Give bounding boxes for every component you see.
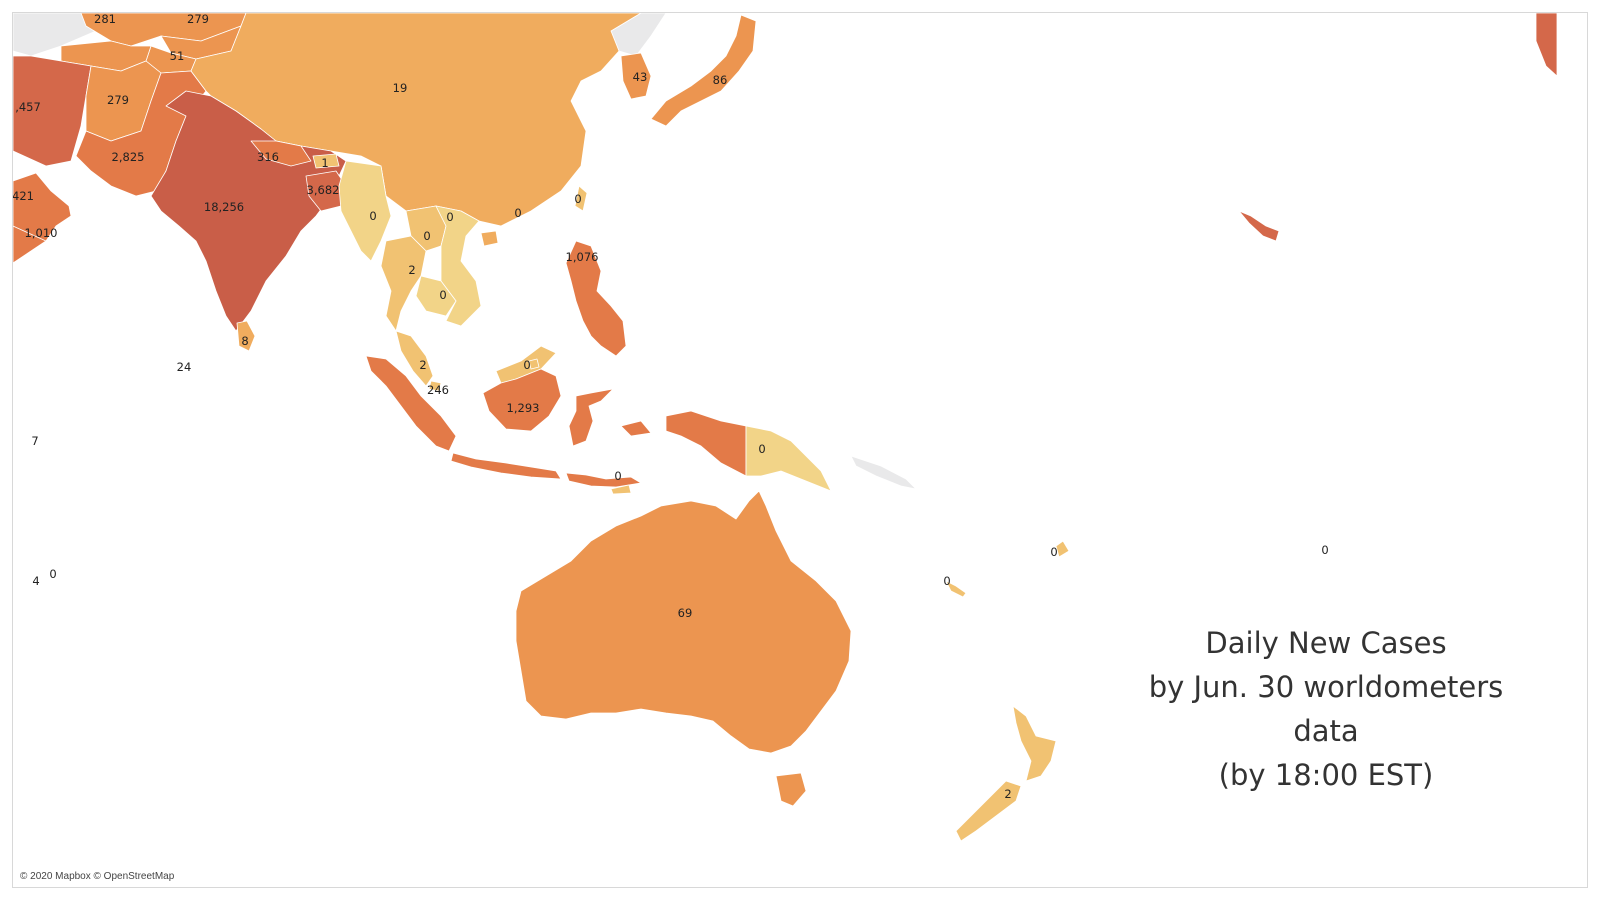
label-china: 19 bbox=[393, 81, 408, 95]
title-line-1: Daily New Cases bbox=[1205, 626, 1447, 660]
label-laos: 0 bbox=[446, 210, 453, 224]
region-yemen[interactable] bbox=[13, 225, 47, 264]
region-tasmania[interactable] bbox=[775, 772, 807, 807]
label-cambodia: 0 bbox=[439, 288, 446, 302]
label-kazakhstan: 281 bbox=[94, 13, 116, 26]
region-malaysia-peninsula[interactable] bbox=[395, 330, 434, 387]
region-papua-new-guinea[interactable] bbox=[745, 425, 832, 492]
label-australia: 69 bbox=[678, 606, 693, 620]
title-line-4: (by 18:00 EST) bbox=[1218, 758, 1434, 792]
choropleth-map[interactable]: 281 279 51 ,457 279 19 43 86 2,825 316 1… bbox=[13, 13, 1588, 888]
region-kalimantan[interactable] bbox=[482, 368, 562, 432]
map-frame[interactable]: 281 279 51 ,457 279 19 43 86 2,825 316 1… bbox=[12, 12, 1588, 888]
region-vanuatu[interactable] bbox=[1055, 540, 1070, 558]
region-hainan[interactable] bbox=[480, 230, 499, 247]
label-indonesia: 1,293 bbox=[507, 401, 540, 415]
label-vanuatu: 0 bbox=[943, 574, 950, 588]
label-yemen: 1,010 bbox=[25, 226, 58, 240]
region-new-caledonia[interactable] bbox=[945, 580, 967, 598]
region-new-zealand-south[interactable] bbox=[955, 780, 1022, 842]
map-title: Daily New Cases by Jun. 30 worldometers … bbox=[1121, 621, 1531, 797]
region-timor-leste[interactable] bbox=[610, 484, 632, 495]
region-philippines[interactable] bbox=[565, 240, 627, 357]
region-nepal[interactable] bbox=[250, 140, 312, 167]
label-south-korea: 43 bbox=[633, 70, 648, 84]
region-japan[interactable] bbox=[650, 14, 757, 127]
region-west-papua[interactable] bbox=[665, 410, 747, 477]
label-kyrgyzstan: 279 bbox=[187, 13, 209, 26]
region-north-america-edge[interactable] bbox=[1535, 13, 1558, 77]
region-singapore[interactable] bbox=[428, 380, 442, 392]
label-taiwan: 0 bbox=[574, 192, 581, 206]
label-hong-kong: 0 bbox=[514, 206, 521, 220]
label-pakistan: 2,825 bbox=[112, 150, 145, 164]
region-new-zealand-north[interactable] bbox=[1012, 705, 1057, 782]
label-bhutan: 1 bbox=[321, 156, 328, 170]
label-papua-new-guinea: 0 bbox=[758, 442, 765, 456]
label-japan: 86 bbox=[713, 73, 728, 87]
title-line-3: data bbox=[1293, 714, 1359, 748]
title-line-2: by Jun. 30 worldometers bbox=[1148, 670, 1504, 704]
label-bangladesh: 3,682 bbox=[307, 183, 340, 197]
region-maluku[interactable] bbox=[620, 420, 652, 437]
region-vietnam[interactable] bbox=[435, 205, 482, 327]
label-reunion: 0 bbox=[49, 567, 56, 581]
label-maldives: 24 bbox=[177, 360, 192, 374]
region-java[interactable] bbox=[450, 452, 562, 480]
label-sri-lanka: 8 bbox=[241, 334, 248, 348]
label-iran: ,457 bbox=[15, 100, 41, 114]
label-malaysia: 2 bbox=[419, 358, 426, 372]
region-sulawesi[interactable] bbox=[568, 388, 614, 447]
label-new-zealand: 2 bbox=[1004, 787, 1011, 801]
label-mauritius: 4 bbox=[32, 574, 39, 588]
map-attribution[interactable]: © 2020 Mapbox © OpenStreetMap bbox=[20, 871, 175, 882]
region-brunei[interactable] bbox=[528, 358, 540, 370]
region-bhutan[interactable] bbox=[312, 153, 340, 169]
region-taiwan[interactable] bbox=[574, 185, 588, 212]
region-sri-lanka[interactable] bbox=[236, 320, 256, 352]
region-thailand[interactable] bbox=[380, 235, 427, 332]
label-oman: 421 bbox=[13, 189, 34, 203]
label-timor-leste: 0 bbox=[614, 469, 621, 483]
region-sumatra[interactable] bbox=[365, 355, 457, 452]
region-korea[interactable] bbox=[620, 52, 652, 100]
label-tonga: 0 bbox=[1321, 543, 1328, 557]
label-afghanistan: 279 bbox=[107, 93, 129, 107]
region-iran[interactable] bbox=[13, 55, 92, 167]
label-myanmar: 0 bbox=[369, 209, 376, 223]
region-myanmar[interactable] bbox=[338, 160, 392, 262]
label-tajikistan: 51 bbox=[170, 49, 185, 63]
region-nusa-tenggara[interactable] bbox=[565, 472, 642, 488]
label-thailand: 2 bbox=[408, 263, 415, 277]
label-singapore: 246 bbox=[427, 383, 449, 397]
region-hawaii[interactable] bbox=[1238, 210, 1280, 242]
label-india: 18,256 bbox=[204, 200, 244, 214]
label-nepal: 316 bbox=[257, 150, 279, 164]
region-australia[interactable] bbox=[515, 490, 852, 754]
label-philippines: 1,076 bbox=[566, 250, 599, 264]
region-cambodia[interactable] bbox=[415, 275, 457, 317]
region-solomon-islands bbox=[850, 455, 917, 490]
label-seychelles: 7 bbox=[31, 434, 38, 448]
label-fiji: 0 bbox=[1050, 545, 1057, 559]
label-brunei: 0 bbox=[523, 358, 530, 372]
label-vietnam: 0 bbox=[423, 229, 430, 243]
